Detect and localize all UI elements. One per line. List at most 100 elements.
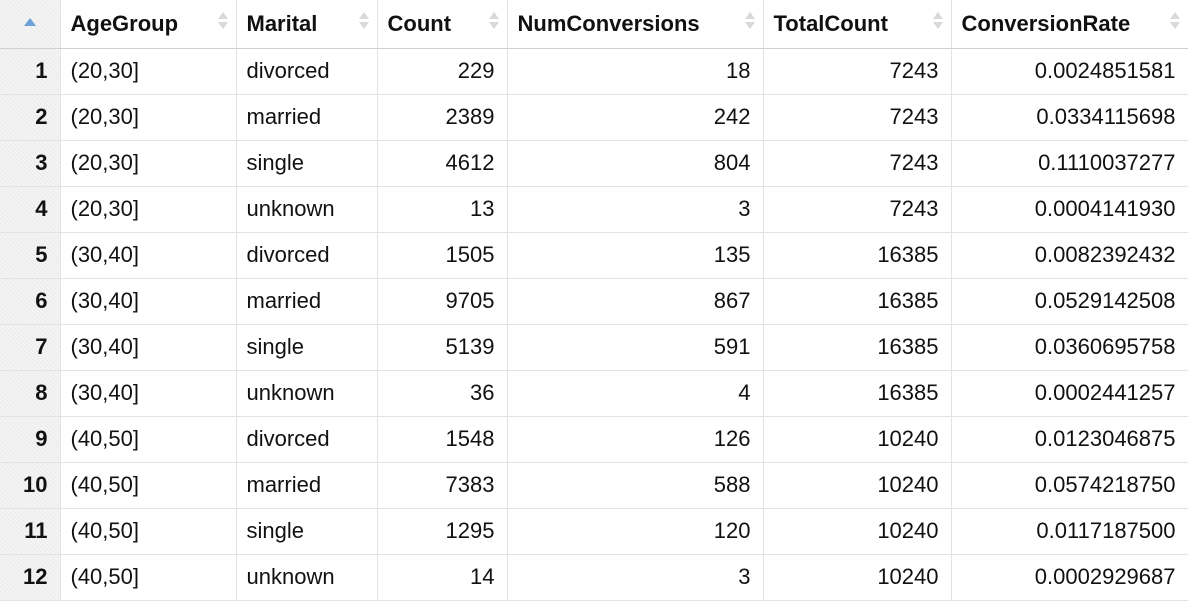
sort-icon — [488, 12, 499, 29]
column-header-count[interactable]: Count — [377, 0, 508, 49]
column-header-label: NumConversions — [517, 10, 700, 36]
numconversions-cell: 126 — [507, 416, 764, 463]
marital-cell: single — [236, 140, 378, 187]
marital-cell: unknown — [236, 370, 378, 417]
numconversions-cell: 120 — [507, 508, 764, 555]
conversionrate-cell: 0.0002441257 — [951, 370, 1188, 417]
conversionrate-cell: 0.0360695758 — [951, 324, 1188, 371]
table-row: 11 (40,50] single 1295 120 10240 0.0117187500 — [0, 508, 1188, 555]
table-row: 9 (40,50] divorced 1548 126 10240 0.0123046875 — [0, 416, 1188, 463]
agegroup-cell: (20,30] — [60, 186, 237, 233]
row-index: 5 — [0, 232, 61, 279]
marital-cell: divorced — [236, 416, 378, 463]
table-row: 1 (20,30] divorced 229 18 7243 0.0024851581 — [0, 48, 1188, 95]
totalcount-cell: 10240 — [763, 508, 952, 555]
conversionrate-cell: 0.0334115698 — [951, 94, 1188, 141]
agegroup-cell: (30,40] — [60, 232, 237, 279]
count-cell: 1505 — [377, 232, 508, 279]
count-cell: 13 — [377, 186, 508, 233]
totalcount-cell: 16385 — [763, 324, 952, 371]
totalcount-cell: 10240 — [763, 416, 952, 463]
numconversions-cell: 135 — [507, 232, 764, 279]
marital-cell: single — [236, 508, 378, 555]
agegroup-cell: (20,30] — [60, 94, 237, 141]
table-row: 3 (20,30] single 4612 804 7243 0.1110037277 — [0, 140, 1188, 187]
numconversions-cell: 3 — [507, 554, 764, 601]
table-body: 1 (20,30] divorced 229 18 7243 0.0024851581 2 (2… — [0, 48, 1188, 601]
agegroup-cell: (40,50] — [60, 508, 237, 555]
table-row: 7 (30,40] single 5139 591 16385 0.0360695758 — [0, 324, 1188, 371]
row-index: 1 — [0, 48, 61, 95]
count-cell: 2389 — [377, 94, 508, 141]
sort-icon — [217, 12, 228, 29]
numconversions-cell: 4 — [507, 370, 764, 417]
conversionrate-cell: 0.0024851581 — [951, 48, 1188, 95]
column-header-index[interactable] — [0, 0, 61, 49]
sort-icon — [932, 12, 943, 29]
row-index: 2 — [0, 94, 61, 141]
row-index: 9 — [0, 416, 61, 463]
column-header-marital[interactable]: Marital — [236, 0, 378, 49]
numconversions-cell: 588 — [507, 462, 764, 509]
totalcount-cell: 7243 — [763, 48, 952, 95]
agegroup-cell: (20,30] — [60, 48, 237, 95]
count-cell: 4612 — [377, 140, 508, 187]
agegroup-cell: (40,50] — [60, 462, 237, 509]
conversionrate-cell: 0.0529142508 — [951, 278, 1188, 325]
table-row: 2 (20,30] married 2389 242 7243 0.0334115698 — [0, 94, 1188, 141]
column-header-label: ConversionRate — [961, 10, 1131, 36]
numconversions-cell: 867 — [507, 278, 764, 325]
count-cell: 7383 — [377, 462, 508, 509]
conversionrate-cell: 0.0574218750 — [951, 462, 1188, 509]
sort-ascending-icon — [23, 18, 36, 26]
agegroup-cell: (30,40] — [60, 370, 237, 417]
agegroup-cell: (40,50] — [60, 554, 237, 601]
numconversions-cell: 591 — [507, 324, 764, 371]
marital-cell: married — [236, 94, 378, 141]
column-header-label: Marital — [246, 10, 318, 36]
marital-cell: unknown — [236, 554, 378, 601]
count-cell: 229 — [377, 48, 508, 95]
table-row: 10 (40,50] married 7383 588 10240 0.0574218750 — [0, 462, 1188, 509]
row-index: 12 — [0, 554, 61, 601]
column-header-label: AgeGroup — [70, 10, 179, 36]
column-header-conversionrate[interactable]: ConversionRate — [951, 0, 1188, 49]
conversionrate-cell: 0.0117187500 — [951, 508, 1188, 555]
sort-icon — [744, 12, 755, 29]
count-cell: 9705 — [377, 278, 508, 325]
marital-cell: unknown — [236, 186, 378, 233]
table-row: 4 (20,30] unknown 13 3 7243 0.0004141930 — [0, 186, 1188, 233]
agegroup-cell: (20,30] — [60, 140, 237, 187]
count-cell: 14 — [377, 554, 508, 601]
table-row: 6 (30,40] married 9705 867 16385 0.0529142508 — [0, 278, 1188, 325]
row-index: 3 — [0, 140, 61, 187]
column-header-totalcount[interactable]: TotalCount — [763, 0, 952, 49]
column-header-numconversions[interactable]: NumConversions — [507, 0, 764, 49]
column-header-agegroup[interactable]: AgeGroup — [60, 0, 237, 49]
numconversions-cell: 242 — [507, 94, 764, 141]
row-index: 6 — [0, 278, 61, 325]
totalcount-cell: 16385 — [763, 370, 952, 417]
row-index: 11 — [0, 508, 61, 555]
numconversions-cell: 18 — [507, 48, 764, 95]
row-index: 10 — [0, 462, 61, 509]
agegroup-cell: (40,50] — [60, 416, 237, 463]
marital-cell: married — [236, 278, 378, 325]
totalcount-cell: 16385 — [763, 232, 952, 279]
sort-icon — [1169, 12, 1180, 29]
marital-cell: divorced — [236, 48, 378, 95]
row-index: 7 — [0, 324, 61, 371]
totalcount-cell: 10240 — [763, 462, 952, 509]
totalcount-cell: 16385 — [763, 278, 952, 325]
conversionrate-cell: 0.0082392432 — [951, 232, 1188, 279]
column-header-label: Count — [387, 10, 452, 36]
count-cell: 1295 — [377, 508, 508, 555]
agegroup-cell: (30,40] — [60, 278, 237, 325]
agegroup-cell: (30,40] — [60, 324, 237, 371]
row-index: 4 — [0, 186, 61, 233]
numconversions-cell: 804 — [507, 140, 764, 187]
table-row: 8 (30,40] unknown 36 4 16385 0.0002441257 — [0, 370, 1188, 417]
totalcount-cell: 10240 — [763, 554, 952, 601]
totalcount-cell: 7243 — [763, 186, 952, 233]
